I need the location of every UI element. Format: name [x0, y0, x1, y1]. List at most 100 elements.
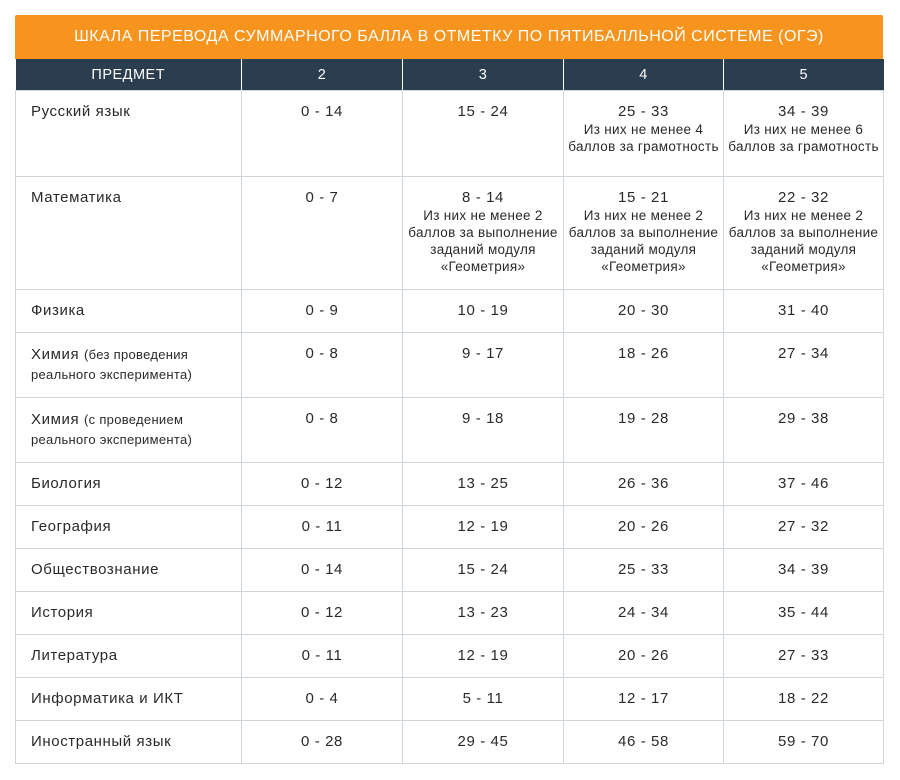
grade-4-cell: 24 - 34 [563, 591, 724, 635]
grade-2-cell: 0 - 14 [241, 90, 403, 177]
subject-cell: Информатика и ИКТ [15, 677, 242, 721]
subject-note: (без проведения реального эксперимента) [31, 347, 193, 382]
subject-cell: Математика [15, 176, 242, 290]
subject-name: Информатика и ИКТ [31, 690, 184, 707]
grade-4-cell: 26 - 36 [563, 462, 724, 506]
subject-cell: Литература [15, 634, 242, 678]
table-row: Химия (без проведения реального эксперим… [15, 332, 884, 398]
table-row: Русский язык 0 - 14 15 - 24 25 - 33 Из ни… [15, 90, 884, 177]
table-title: ШКАЛА ПЕРЕВОДА СУММАРНОГО БАЛЛА В ОТМЕТК… [15, 15, 883, 59]
subject-name: История [31, 604, 94, 621]
grade-4-cell: 12 - 17 [563, 677, 724, 721]
grade-4-cell: 25 - 33 [563, 548, 724, 592]
subject-cell: Обществознание [15, 548, 242, 592]
grade-note: Из них не менее 6 баллов за грамотность [728, 122, 879, 154]
subject-cell: Химия (без проведения реального эксперим… [15, 332, 242, 398]
subject-name: Русский язык [31, 103, 131, 120]
grade-2-cell: 0 - 9 [241, 289, 403, 333]
grade-5-cell: 18 - 22 [723, 677, 884, 721]
grade-2-cell: 0 - 12 [241, 591, 403, 635]
grade-5-cell: 27 - 34 [723, 332, 884, 398]
table-row: Иностранный язык 0 - 28 29 - 45 46 - 58 … [15, 720, 884, 764]
subject-name: Математика [31, 189, 122, 206]
grade-4-cell: 20 - 26 [563, 505, 724, 549]
grade-5-cell: 35 - 44 [723, 591, 884, 635]
grade-3-cell: 8 - 14 Из них не менее 2 баллов за выполн… [402, 176, 564, 290]
grade-3-cell: 9 - 18 [402, 397, 564, 463]
subject-name: География [31, 518, 112, 535]
grade-3-cell: 29 - 45 [402, 720, 564, 764]
table-row: История 0 - 12 13 - 23 24 - 34 35 - 44 [15, 591, 884, 635]
subject-cell: География [15, 505, 242, 549]
header-grade-4: 4 [563, 59, 724, 91]
grade-2-cell: 0 - 8 [241, 397, 403, 463]
grade-3-cell: 15 - 24 [402, 90, 564, 177]
table-row: Информатика и ИКТ 0 - 4 5 - 11 12 - 17 1… [15, 677, 884, 721]
header-grade-2: 2 [241, 59, 403, 91]
subject-name: Химия [31, 411, 80, 428]
table-row: География 0 - 11 12 - 19 20 - 26 27 - 32 [15, 505, 884, 549]
grade-2-cell: 0 - 11 [241, 634, 403, 678]
grade-2-cell: 0 - 11 [241, 505, 403, 549]
header-subject: ПРЕДМЕТ [15, 59, 242, 91]
header-grade-3: 3 [402, 59, 564, 91]
subject-name: Иностранный язык [31, 733, 172, 750]
grade-3-cell: 15 - 24 [402, 548, 564, 592]
grade-5-cell: 59 - 70 [723, 720, 884, 764]
grade-3-cell: 12 - 19 [402, 634, 564, 678]
grade-3-cell: 13 - 25 [402, 462, 564, 506]
grade-2-cell: 0 - 7 [241, 176, 403, 290]
subject-name: Литература [31, 647, 118, 664]
grade-4-cell: 20 - 26 [563, 634, 724, 678]
grade-5-cell: 34 - 39 [723, 548, 884, 592]
grade-2-cell: 0 - 28 [241, 720, 403, 764]
table-row: Математика 0 - 7 8 - 14 Из них не менее 2… [15, 176, 884, 290]
table-row: Физика 0 - 9 10 - 19 20 - 30 31 - 40 [15, 289, 884, 333]
grade-4-cell: 19 - 28 [563, 397, 724, 463]
grade-note: Из них не менее 2 баллов за выполнение з… [408, 208, 558, 274]
header-row: ПРЕДМЕТ 2 3 4 5 [15, 59, 884, 91]
grade-4-cell: 20 - 30 [563, 289, 724, 333]
subject-cell: История [15, 591, 242, 635]
grade-5-cell: 27 - 33 [723, 634, 884, 678]
grade-4-cell: 18 - 26 [563, 332, 724, 398]
table-row: Литература 0 - 11 12 - 19 20 - 26 27 - 3… [15, 634, 884, 678]
grade-note: Из них не менее 4 баллов за грамотность [568, 122, 719, 154]
subject-cell: Физика [15, 289, 242, 333]
grade-2-cell: 0 - 12 [241, 462, 403, 506]
subject-cell: Химия (с проведением реального экспериме… [15, 397, 242, 463]
grade-3-cell: 10 - 19 [402, 289, 564, 333]
table-row: Биология 0 - 12 13 - 25 26 - 36 37 - 46 [15, 462, 884, 506]
grade-3-cell: 13 - 23 [402, 591, 564, 635]
header-grade-5: 5 [723, 59, 884, 91]
grade-5-cell: 34 - 39 Из них не менее 6 баллов за грамо… [723, 90, 884, 177]
table-row: Обществознание 0 - 14 15 - 24 25 - 33 34… [15, 548, 884, 592]
score-conversion-table: ПРЕДМЕТ 2 3 4 5 Русский язык 0 - 14 15 -… [15, 59, 884, 764]
grade-4-cell: 46 - 58 [563, 720, 724, 764]
subject-name: Обществознание [31, 561, 160, 578]
grade-2-cell: 0 - 14 [241, 548, 403, 592]
grade-4-cell: 25 - 33 Из них не менее 4 баллов за грамо… [563, 90, 724, 177]
subject-cell: Биология [15, 462, 242, 506]
score-table-container: ШКАЛА ПЕРЕВОДА СУММАРНОГО БАЛЛА В ОТМЕТК… [15, 15, 884, 764]
subject-name: Физика [31, 302, 85, 319]
grade-5-cell: 22 - 32 Из них не менее 2 баллов за выпол… [723, 176, 884, 290]
grade-5-cell: 27 - 32 [723, 505, 884, 549]
subject-name: Биология [31, 475, 102, 492]
grade-3-cell: 9 - 17 [402, 332, 564, 398]
grade-5-cell: 29 - 38 [723, 397, 884, 463]
grade-3-cell: 12 - 19 [402, 505, 564, 549]
subject-name: Химия [31, 346, 80, 363]
grade-5-cell: 31 - 40 [723, 289, 884, 333]
table-row: Химия (с проведением реального экспериме… [15, 397, 884, 463]
subject-cell: Иностранный язык [15, 720, 242, 764]
subject-cell: Русский язык [15, 90, 242, 177]
grade-5-cell: 37 - 46 [723, 462, 884, 506]
grade-3-cell: 5 - 11 [402, 677, 564, 721]
subject-note: (с проведением реального эксперимента) [31, 412, 193, 447]
grade-note: Из них не менее 2 баллов за выполнение з… [568, 208, 719, 274]
grade-2-cell: 0 - 8 [241, 332, 403, 398]
grade-2-cell: 0 - 4 [241, 677, 403, 721]
grade-4-cell: 15 - 21 Из них не менее 2 баллов за выпол… [563, 176, 724, 290]
grade-note: Из них не менее 2 баллов за выполнение з… [728, 208, 879, 274]
